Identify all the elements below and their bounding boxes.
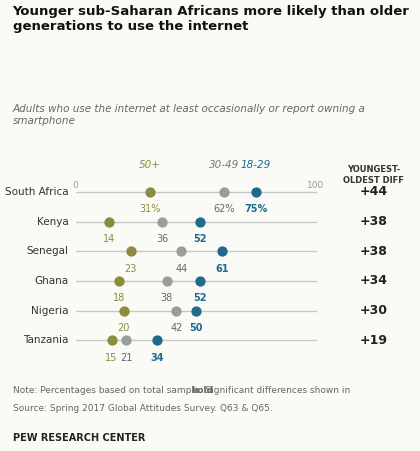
Text: YOUNGEST-
OLDEST DIFF: YOUNGEST- OLDEST DIFF	[344, 166, 404, 185]
Point	[108, 336, 115, 344]
Point	[116, 277, 122, 285]
Point	[221, 189, 228, 196]
Text: South Africa: South Africa	[5, 187, 68, 197]
Text: 50: 50	[189, 323, 202, 333]
Text: .: .	[209, 386, 212, 395]
Text: Ghana: Ghana	[34, 276, 68, 286]
Point	[120, 307, 127, 314]
Text: +38: +38	[360, 245, 388, 258]
Text: 50+: 50+	[139, 160, 161, 170]
Point	[159, 218, 165, 225]
Text: 62%: 62%	[214, 204, 235, 214]
Text: 75%: 75%	[244, 204, 267, 214]
Text: 61: 61	[215, 264, 229, 274]
Text: 52: 52	[194, 234, 207, 244]
Text: 44: 44	[175, 264, 187, 274]
Text: PEW RESEARCH CENTER: PEW RESEARCH CENTER	[13, 433, 145, 443]
Text: +38: +38	[360, 215, 388, 228]
Point	[163, 277, 170, 285]
Text: +30: +30	[360, 304, 388, 317]
Text: 0: 0	[73, 181, 79, 189]
Text: Senegal: Senegal	[26, 246, 68, 256]
Text: 30-49: 30-49	[209, 160, 239, 170]
Text: 34: 34	[150, 353, 164, 363]
Text: 21: 21	[120, 353, 132, 363]
Text: bold: bold	[191, 386, 213, 395]
Point	[147, 189, 153, 196]
Text: 18: 18	[113, 293, 125, 304]
Text: +34: +34	[360, 274, 388, 287]
Point	[219, 248, 226, 255]
Point	[197, 277, 204, 285]
Text: 18-29: 18-29	[241, 160, 271, 170]
Text: +44: +44	[360, 185, 388, 198]
Text: 42: 42	[170, 323, 183, 333]
Text: Younger sub-Saharan Africans more likely than older
generations to use the inter: Younger sub-Saharan Africans more likely…	[13, 5, 410, 32]
Text: Tanzania: Tanzania	[23, 335, 68, 345]
Point	[197, 218, 204, 225]
Text: +19: +19	[360, 334, 388, 347]
Text: Source: Spring 2017 Global Attitudes Survey. Q63 & Q65.: Source: Spring 2017 Global Attitudes Sur…	[13, 404, 272, 413]
Point	[127, 248, 134, 255]
Text: 31%: 31%	[139, 204, 161, 214]
Text: Note: Percentages based on total sample. Significant differences shown in: Note: Percentages based on total sample.…	[13, 386, 353, 395]
Point	[178, 248, 184, 255]
Text: 23: 23	[125, 264, 137, 274]
Text: Nigeria: Nigeria	[31, 305, 68, 316]
Point	[192, 307, 199, 314]
Point	[154, 336, 160, 344]
Text: 36: 36	[156, 234, 168, 244]
Text: 52: 52	[194, 293, 207, 304]
Text: 38: 38	[161, 293, 173, 304]
Point	[106, 218, 113, 225]
Point	[252, 189, 259, 196]
Text: 14: 14	[103, 234, 116, 244]
Text: Kenya: Kenya	[37, 216, 68, 227]
Text: Adults who use the internet at least occasionally or report owning a
smartphone: Adults who use the internet at least occ…	[13, 104, 365, 126]
Point	[173, 307, 180, 314]
Text: 20: 20	[118, 323, 130, 333]
Point	[123, 336, 129, 344]
Text: 100: 100	[307, 181, 324, 189]
Text: 15: 15	[105, 353, 118, 363]
